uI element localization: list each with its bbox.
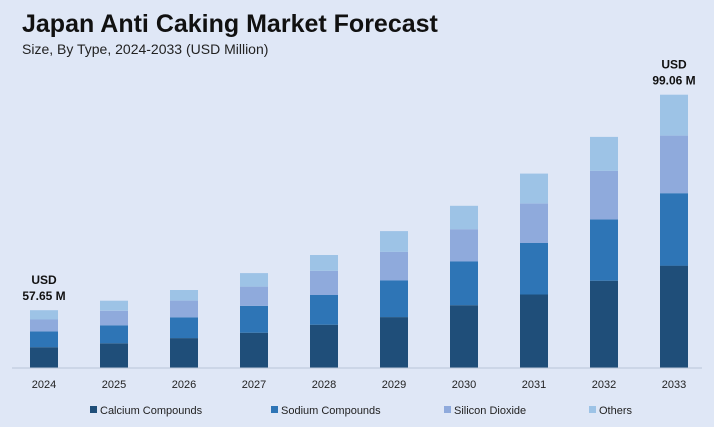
bar-2024-sodium-compounds: [30, 331, 58, 348]
bar-2027-silicon-dioxide: [240, 286, 268, 306]
bar-2024-calcium-compounds: [30, 347, 58, 368]
chart-subtitle: Size, By Type, 2024-2033 (USD Million): [22, 41, 268, 57]
bar-2028-calcium-compounds: [310, 324, 338, 368]
bar-2033-sodium-compounds: [660, 193, 688, 266]
bar-2026-silicon-dioxide: [170, 300, 198, 318]
bar-2033-others: [660, 94, 688, 136]
bar-2027-others: [240, 273, 268, 287]
bar-2024-silicon-dioxide: [30, 319, 58, 332]
legend-swatch: [271, 406, 278, 413]
chart-title: Japan Anti Caking Market Forecast: [22, 10, 439, 38]
bar-2026-others: [170, 290, 198, 301]
legend-label: Sodium Compounds: [281, 405, 381, 417]
annotation-currency: USD: [31, 273, 57, 287]
legend-label: Silicon Dioxide: [454, 405, 526, 417]
bar-2025-calcium-compounds: [100, 343, 128, 368]
bar-2027-calcium-compounds: [240, 332, 268, 368]
legend-swatch: [90, 406, 97, 413]
bar-2032-others: [590, 136, 618, 171]
x-tick-label: 2030: [452, 379, 476, 391]
bar-2024-others: [30, 310, 58, 320]
bar-2027-sodium-compounds: [240, 305, 268, 333]
x-tick-label: 2028: [312, 379, 336, 391]
bar-2025-sodium-compounds: [100, 325, 128, 344]
x-tick-label: 2025: [102, 379, 126, 391]
legend-swatch: [589, 406, 596, 413]
x-tick-labels: 2024 2025 2026 2027 2028 2029 2030 2031 2032 2033: [32, 379, 686, 391]
x-tick-label: 2026: [172, 379, 196, 391]
annotation-currency: USD: [661, 58, 687, 72]
legend: Calcium Compounds Sodium Compounds Silicon…: [90, 405, 633, 417]
x-tick-label: 2029: [382, 379, 406, 391]
annotation-value: 99.06 M: [652, 74, 695, 88]
bar-2032-calcium-compounds: [590, 280, 618, 368]
bar-2031-sodium-compounds: [520, 243, 548, 295]
bar-2032-silicon-dioxide: [590, 170, 618, 220]
bar-2029-sodium-compounds: [380, 280, 408, 318]
legend-label: Calcium Compounds: [100, 405, 203, 417]
bar-2030-calcium-compounds: [450, 305, 478, 368]
bar-2030-silicon-dioxide: [450, 229, 478, 262]
bar-2030-others: [450, 205, 478, 230]
bar-2026-calcium-compounds: [170, 338, 198, 368]
bar-2026-sodium-compounds: [170, 317, 198, 339]
legend-swatch: [444, 406, 451, 413]
bar-2031-calcium-compounds: [520, 294, 548, 368]
bar-2031-silicon-dioxide: [520, 203, 548, 243]
bars-group: [30, 94, 688, 368]
bar-2029-silicon-dioxide: [380, 251, 408, 281]
x-tick-label: 2027: [242, 379, 266, 391]
legend-label: Others: [599, 405, 633, 417]
annotation-value: 57.65 M: [22, 289, 65, 303]
bar-2029-calcium-compounds: [380, 317, 408, 368]
x-tick-label: 2033: [662, 379, 686, 391]
bar-2030-sodium-compounds: [450, 261, 478, 306]
bar-2032-sodium-compounds: [590, 219, 618, 281]
x-tick-label: 2032: [592, 379, 616, 391]
bar-2028-silicon-dioxide: [310, 270, 338, 295]
value-annotations: USD 57.65 M USD 99.06 M: [22, 58, 695, 304]
bar-2029-others: [380, 231, 408, 252]
bar-2028-sodium-compounds: [310, 295, 338, 325]
bar-2028-others: [310, 255, 338, 271]
bar-2025-others: [100, 300, 128, 311]
bar-2025-silicon-dioxide: [100, 310, 128, 326]
x-tick-label: 2024: [32, 379, 56, 391]
bar-2031-others: [520, 173, 548, 204]
bar-2033-calcium-compounds: [660, 265, 688, 368]
x-tick-label: 2031: [522, 379, 546, 391]
bar-2033-silicon-dioxide: [660, 135, 688, 194]
